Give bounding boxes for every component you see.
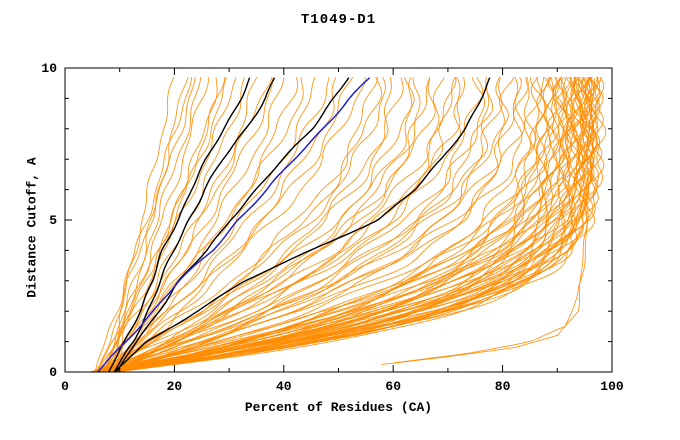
ensemble-curve	[105, 77, 486, 372]
y-tick-label: 0	[49, 365, 57, 380]
x-tick-label: 0	[61, 379, 69, 394]
ensemble-curve	[98, 76, 580, 372]
x-tick-label: 20	[167, 379, 183, 394]
x-axis-label: Percent of Residues (CA)	[244, 400, 433, 415]
ensemble-curve	[102, 76, 570, 372]
ensemble-curve	[110, 77, 392, 372]
ensemble-curve	[93, 76, 503, 372]
ensemble-curve	[99, 76, 484, 372]
y-tick-label: 10	[41, 61, 57, 76]
ensemble-curve	[101, 76, 604, 372]
y-tick-label: 5	[49, 213, 57, 228]
ensemble-curve	[110, 76, 582, 372]
ensemble-curve	[91, 77, 588, 372]
x-tick-label: 40	[276, 379, 292, 394]
ensemble-curve	[108, 76, 599, 372]
ensemble-curve	[92, 77, 537, 372]
ensemble-curve	[112, 76, 584, 372]
x-tick-label: 80	[495, 379, 511, 394]
ensemble-curve	[95, 77, 584, 372]
ensemble-curve	[103, 77, 366, 372]
x-tick-label: 60	[385, 379, 401, 394]
highlight-model-black-4	[113, 77, 491, 372]
ensemble-curve	[90, 76, 575, 372]
ensemble-curve	[106, 76, 515, 372]
ensemble-curve	[103, 77, 226, 372]
ensemble-curve	[112, 76, 491, 372]
ensemble-curve	[102, 77, 273, 372]
hook-curve	[393, 78, 595, 364]
ensemble-curve	[100, 77, 529, 372]
ensemble-curve	[92, 77, 436, 372]
ensemble-curve	[111, 76, 607, 372]
ensemble-curve	[101, 77, 202, 372]
ensemble-curve	[98, 76, 445, 372]
ensemble-curve	[115, 76, 588, 372]
ensemble-curve	[106, 76, 383, 372]
ensemble-curve	[97, 77, 196, 372]
highlight-model-black-1	[108, 77, 251, 372]
ensemble-curve	[91, 76, 404, 372]
ensemble-curve	[97, 77, 379, 372]
ensemble-curve	[98, 76, 415, 372]
ensemble-curve	[96, 77, 304, 372]
ensemble-curve	[94, 77, 192, 372]
ensemble-curve	[97, 76, 353, 372]
ensemble-curve	[107, 76, 175, 372]
y-axis-label: Distance Cutoff, A	[24, 157, 40, 298]
highlight-model-blue	[97, 77, 371, 372]
x-tick-label: 100	[600, 379, 624, 394]
ensemble-curve	[111, 76, 589, 372]
ensemble-curve	[90, 76, 551, 372]
ensemble-curve	[100, 77, 494, 372]
chart-title: T1049-D1	[300, 12, 377, 28]
ensemble-curve	[93, 76, 566, 372]
ensemble-curve	[108, 77, 285, 372]
ensemble-curve	[99, 76, 594, 372]
highlight-model-black-3	[116, 77, 350, 372]
ensemble-curve	[97, 77, 555, 372]
ensemble-curve	[96, 76, 599, 372]
ensemble-curve	[98, 76, 605, 372]
ensemble-curve	[113, 77, 421, 372]
ensemble-curve	[111, 76, 461, 372]
ensemble-curve	[109, 77, 330, 372]
ensemble-curve	[113, 76, 189, 372]
